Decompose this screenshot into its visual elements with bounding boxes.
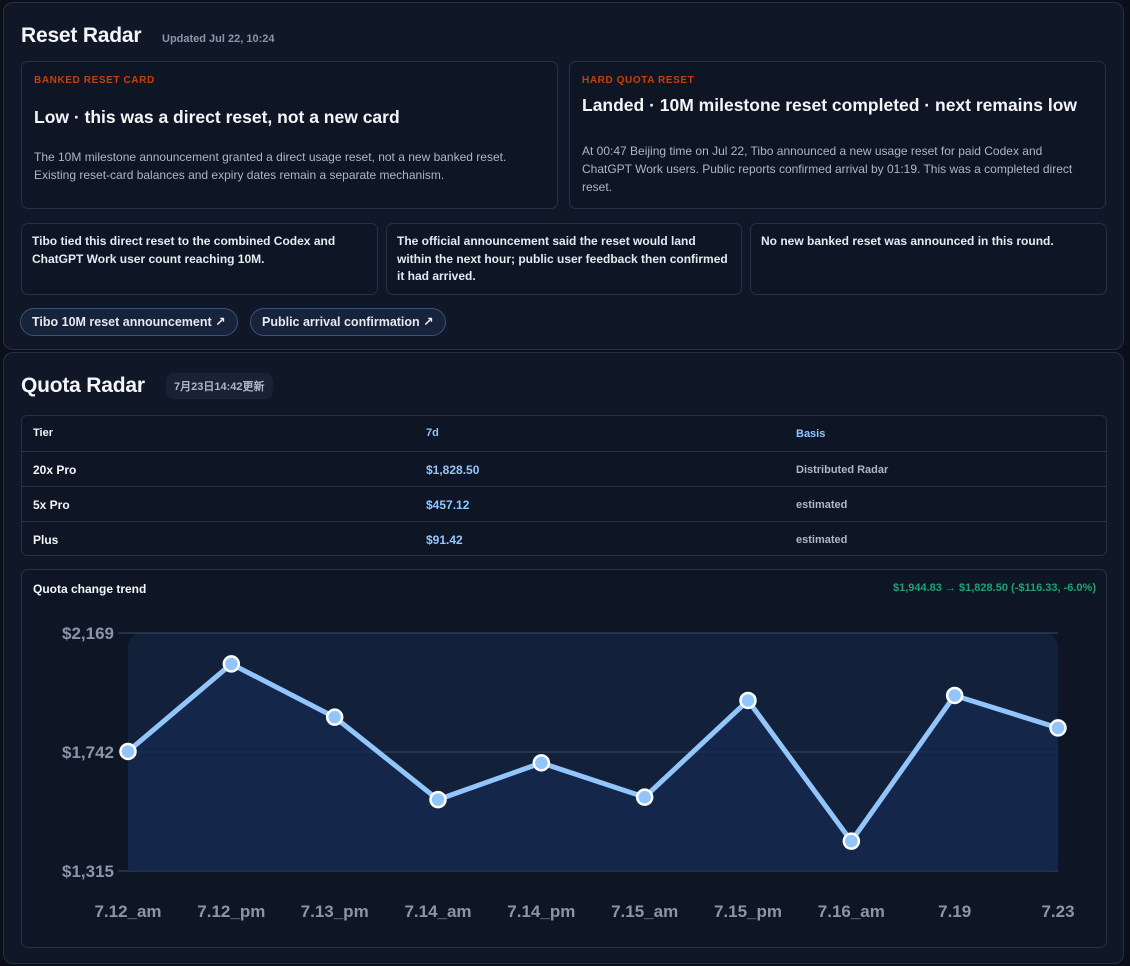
header-tier: Tier (33, 427, 53, 439)
note-text: Tibo tied this direct reset to the combi… (32, 234, 336, 266)
series-area (128, 663, 1058, 871)
header-7d: 7d (426, 427, 439, 439)
note-text: No new banked reset was announced in thi… (761, 234, 1054, 248)
x-tick-label: 7.15_am (611, 902, 678, 921)
data-point (532, 754, 551, 772)
data-point (222, 655, 241, 673)
hard-quota-headline: Landed · 10M milestone reset completed ·… (582, 95, 1077, 115)
banked-reset-card: BANKED RESET CARD Low · this was a direc… (21, 61, 558, 209)
tier-cell: 5x Pro (33, 498, 70, 512)
data-point (325, 708, 344, 726)
note-card: The official announcement said the reset… (386, 223, 742, 295)
public-confirmation-link[interactable]: Public arrival confirmation ↗ (250, 308, 446, 336)
hard-quota-card: HARD QUOTA RESET Landed · 10M milestone … (569, 61, 1106, 209)
value-cell: $1,828.50 (426, 463, 480, 477)
y-tick-label: $1,742 (62, 743, 114, 762)
hard-quota-body: At 00:47 Beijing time on Jul 22, Tibo an… (582, 144, 1073, 194)
x-tick-label: 7.14_am (404, 902, 471, 921)
quota-radar-title: Quota Radar (21, 374, 145, 397)
x-tick-label: 7.12_am (94, 902, 161, 921)
x-tick-label: 7.14_pm (507, 902, 575, 921)
header-basis: Basis (796, 428, 826, 440)
tibo-announcement-link[interactable]: Tibo 10M reset announcement ↗ (20, 308, 238, 336)
trend-change-badge: $1,944.83 → $1,828.50 (-$116.33, -6.0%) (892, 582, 1096, 594)
hard-quota-eyebrow: HARD QUOTA RESET (582, 75, 695, 86)
y-tick-label: $2,169 (62, 624, 114, 643)
x-tick-label: 7.12_pm (197, 902, 265, 921)
quota-radar-panel: Quota Radar 7月23日14:42更新 Tier 7d Basis 2… (3, 352, 1124, 964)
x-tick-label: 7.13_pm (301, 902, 369, 921)
data-point (1049, 719, 1067, 737)
note-text: The official announcement said the reset… (397, 234, 728, 283)
table-row: 20x Pro $1,828.50 Distributed Radar (22, 451, 1106, 486)
value-cell: $91.42 (426, 533, 463, 547)
y-tick-label: $1,315 (62, 862, 114, 881)
basis-cell: estimated (796, 534, 848, 546)
series-line (125, 661, 1061, 844)
trend-chart: $2,169 $1,742 $1,315 7.12_am 7.12_pm 7.13_pm 7… (62, 624, 1075, 921)
quota-table: Tier 7d Basis 20x Pro $1,828.50 Distribu… (21, 415, 1107, 556)
x-tick-label: 7.15_pm (714, 902, 782, 921)
trend-chart-card: $2,169 $1,742 $1,315 7.12_am 7.12_pm 7.13_pm 7… (21, 569, 1107, 948)
note-card: No new banked reset was announced in thi… (750, 223, 1107, 295)
value-cell: $457.12 (426, 498, 470, 512)
table-row: Plus $91.42 estimated (22, 521, 1106, 555)
tier-cell: Plus (33, 533, 59, 547)
data-point (119, 742, 137, 761)
tier-cell: 20x Pro (33, 463, 77, 477)
data-point (635, 788, 654, 806)
data-point (945, 686, 964, 705)
note-card: Tibo tied this direct reset to the combi… (21, 223, 378, 295)
quota-radar-updated: 7月23日14:42更新 (166, 373, 273, 399)
basis-cell: Distributed Radar (796, 464, 889, 476)
x-tick-label: 7.16_am (818, 902, 885, 921)
banked-reset-eyebrow: BANKED RESET CARD (34, 75, 155, 86)
banked-reset-body: The 10M milestone announcement granted a… (34, 150, 507, 182)
data-point (739, 691, 757, 710)
x-tick-label: 7.19 (938, 902, 971, 921)
reset-radar-title: Reset Radar (21, 24, 142, 47)
data-point (842, 832, 861, 850)
trend-chart-title: Quota change trend (33, 582, 147, 596)
data-point (429, 790, 447, 809)
reset-radar-panel: Reset Radar Updated Jul 22, 10:24 BANKED… (3, 2, 1124, 350)
banked-reset-headline: Low · this was a direct reset, not a new… (34, 107, 400, 127)
basis-cell: estimated (796, 499, 848, 511)
x-tick-label: 7.23 (1041, 902, 1074, 921)
table-row: 5x Pro $457.12 estimated (22, 486, 1106, 521)
reset-radar-updated: Updated Jul 22, 10:24 (162, 33, 275, 45)
table-header-row: Tier 7d Basis (22, 416, 1106, 451)
